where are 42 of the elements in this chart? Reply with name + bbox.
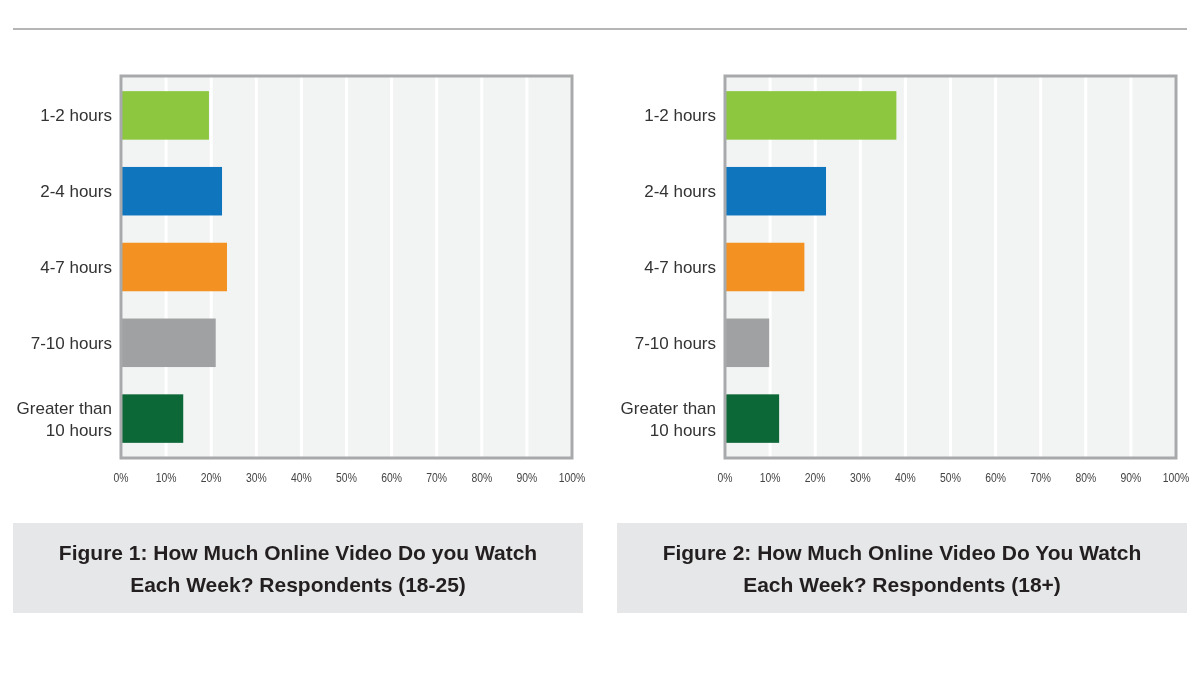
- x-tick-label: 30%: [849, 469, 872, 485]
- bar: [121, 394, 184, 443]
- x-tick-label: 20%: [200, 469, 223, 485]
- x-tick-label: 30%: [245, 469, 268, 485]
- y-tick-label: Greater than 10 hours: [16, 398, 112, 440]
- x-tick-label: 70%: [426, 469, 448, 485]
- x-tick-label: 60%: [985, 469, 1007, 485]
- bar: [725, 166, 827, 216]
- x-tick-label: 40%: [894, 469, 917, 485]
- x-tick-label: 80%: [1075, 469, 1097, 485]
- x-tick-label: 60%: [381, 469, 403, 485]
- x-tick-label: 10%: [155, 469, 177, 485]
- bar: [725, 242, 805, 292]
- y-tick-label: Greater than 10 hours: [620, 398, 716, 440]
- y-tick-label: 1-2 hours: [40, 106, 112, 126]
- y-tick-label: 2-4 hours: [644, 182, 716, 202]
- text: Figure 1: How Much Online Video Do you Watch Each Week? Respondents (18-25): [58, 541, 538, 596]
- bar: [725, 394, 780, 443]
- text: Figure 2: How Much Online Video Do You Watch Each Week? Respondents (18+): [662, 541, 1142, 596]
- x-tick-label: 20%: [804, 469, 827, 485]
- y-tick-label: 2-4 hours: [40, 182, 112, 202]
- x-tick-label: 70%: [1030, 469, 1052, 485]
- x-tick-label: 50%: [336, 469, 358, 485]
- y-tick-label: 4-7 hours: [40, 258, 112, 277]
- bar: [121, 91, 209, 140]
- x-tick-label: 0%: [113, 469, 129, 485]
- bar: [725, 91, 897, 140]
- bar: [121, 242, 227, 292]
- x-tick-label: 50%: [940, 469, 962, 485]
- bar: [121, 166, 223, 216]
- y-tick-label: 7-10 hours: [30, 333, 112, 353]
- x-tick-label: 90%: [1120, 469, 1142, 485]
- x-tick-label: 40%: [290, 469, 313, 485]
- x-tick-label: 0%: [717, 469, 733, 485]
- x-tick-label: 80%: [471, 469, 493, 485]
- y-tick-label: 4-7 hours: [644, 258, 716, 277]
- y-tick-label: 1-2 hours: [644, 106, 716, 126]
- x-tick-label: 100%: [558, 469, 586, 485]
- x-tick-label: 100%: [1162, 469, 1190, 485]
- x-tick-label: 10%: [759, 469, 781, 485]
- x-tick-label: 90%: [516, 469, 538, 485]
- y-tick-label: 7-10 hours: [634, 333, 716, 353]
